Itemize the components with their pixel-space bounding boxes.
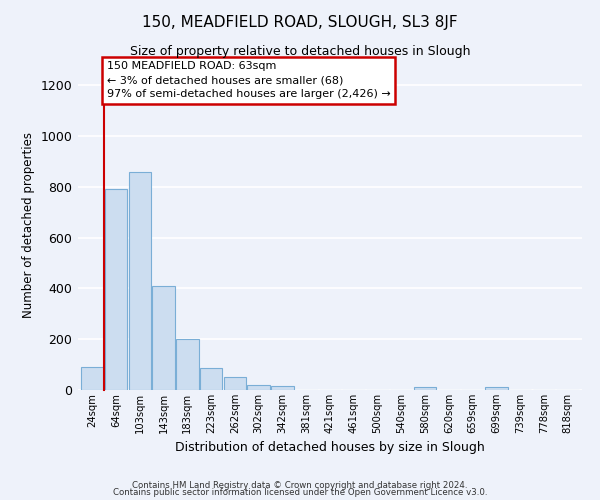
Text: Size of property relative to detached houses in Slough: Size of property relative to detached ho… [130, 45, 470, 58]
Text: Contains HM Land Registry data © Crown copyright and database right 2024.: Contains HM Land Registry data © Crown c… [132, 480, 468, 490]
Y-axis label: Number of detached properties: Number of detached properties [22, 132, 35, 318]
Bar [247, 386, 270, 390]
X-axis label: Distribution of detached houses by size in Slough: Distribution of detached houses by size … [175, 442, 485, 454]
Bar [152, 286, 175, 390]
Text: Contains public sector information licensed under the Open Government Licence v3: Contains public sector information licen… [113, 488, 487, 497]
Bar [176, 339, 199, 390]
Bar [485, 388, 508, 390]
Bar [128, 172, 151, 390]
Text: 150, MEADFIELD ROAD, SLOUGH, SL3 8JF: 150, MEADFIELD ROAD, SLOUGH, SL3 8JF [142, 15, 458, 30]
Bar [200, 368, 223, 390]
Bar [81, 367, 104, 390]
Bar [224, 378, 246, 390]
Bar [105, 190, 127, 390]
Bar [414, 388, 436, 390]
Bar [271, 386, 294, 390]
Text: 150 MEADFIELD ROAD: 63sqm
← 3% of detached houses are smaller (68)
97% of semi-d: 150 MEADFIELD ROAD: 63sqm ← 3% of detach… [107, 62, 390, 100]
